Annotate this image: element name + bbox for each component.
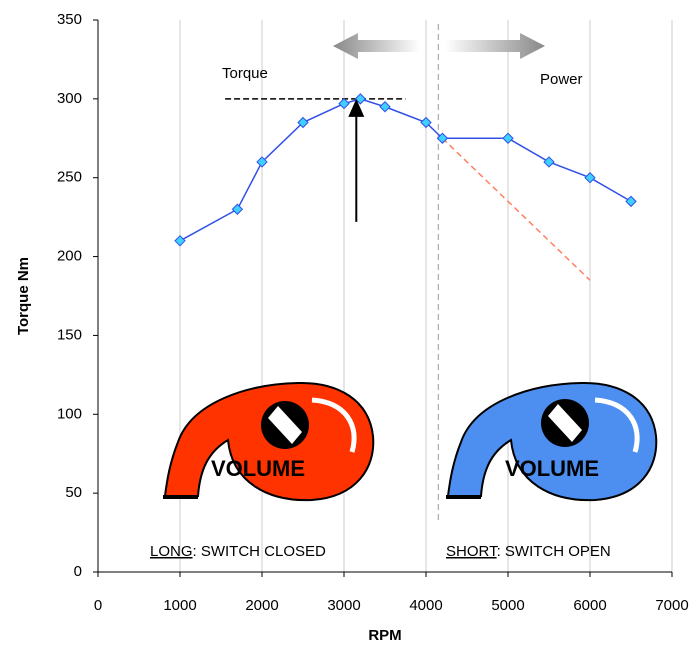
data-point bbox=[543, 156, 555, 168]
volute-long bbox=[163, 381, 375, 502]
x-tick-label: 2000 bbox=[245, 597, 278, 614]
mode-key: SHORT bbox=[446, 543, 498, 560]
y-tick-label: 0 bbox=[74, 563, 82, 580]
left-arrow bbox=[333, 33, 420, 59]
data-point bbox=[379, 101, 391, 113]
y-tick-label: 150 bbox=[57, 326, 82, 343]
x-tick-label: 0 bbox=[94, 597, 102, 614]
volute-short bbox=[446, 381, 658, 502]
projection-line bbox=[441, 137, 591, 281]
x-tick-label: 7000 bbox=[655, 597, 688, 614]
mode-text: : SWITCH CLOSED bbox=[193, 543, 327, 560]
data-point bbox=[584, 172, 596, 184]
data-point bbox=[256, 156, 268, 168]
x-tick-label: 3000 bbox=[327, 597, 360, 614]
mode-label: LONG: SWITCH CLOSED bbox=[150, 543, 326, 560]
peak-arrow-head bbox=[348, 98, 365, 117]
mode-label: SHORT: SWITCH OPEN bbox=[446, 543, 611, 560]
right-arrow bbox=[445, 33, 545, 59]
y-tick-label: 200 bbox=[57, 248, 82, 265]
y-axis-title: Torque Nm bbox=[15, 257, 32, 335]
series-line bbox=[179, 98, 632, 242]
mode-text: : SWITCH OPEN bbox=[497, 543, 611, 560]
power-label: Power bbox=[540, 71, 583, 88]
data-point bbox=[436, 132, 449, 144]
volume-label: VOLUME bbox=[211, 456, 305, 481]
data-point bbox=[297, 116, 309, 129]
data-point bbox=[354, 93, 367, 105]
x-tick-label: 5000 bbox=[491, 597, 524, 614]
x-axis-title: RPM bbox=[368, 627, 401, 644]
torque-label: Torque bbox=[222, 65, 268, 82]
data-point bbox=[231, 203, 244, 215]
x-tick-label: 1000 bbox=[163, 597, 196, 614]
volume-label: VOLUME bbox=[505, 456, 599, 481]
data-point bbox=[625, 195, 637, 208]
y-tick-label: 300 bbox=[57, 90, 82, 107]
y-tick-label: 50 bbox=[65, 484, 82, 501]
data-point bbox=[338, 97, 350, 110]
data-point bbox=[502, 132, 514, 144]
x-tick-label: 4000 bbox=[409, 597, 442, 614]
x-tick-label: 6000 bbox=[573, 597, 606, 614]
y-tick-label: 350 bbox=[57, 11, 82, 28]
y-tick-label: 250 bbox=[57, 169, 82, 186]
y-tick-label: 100 bbox=[57, 405, 82, 422]
data-point bbox=[174, 235, 186, 247]
data-point bbox=[420, 116, 432, 129]
mode-key: LONG bbox=[150, 543, 193, 560]
